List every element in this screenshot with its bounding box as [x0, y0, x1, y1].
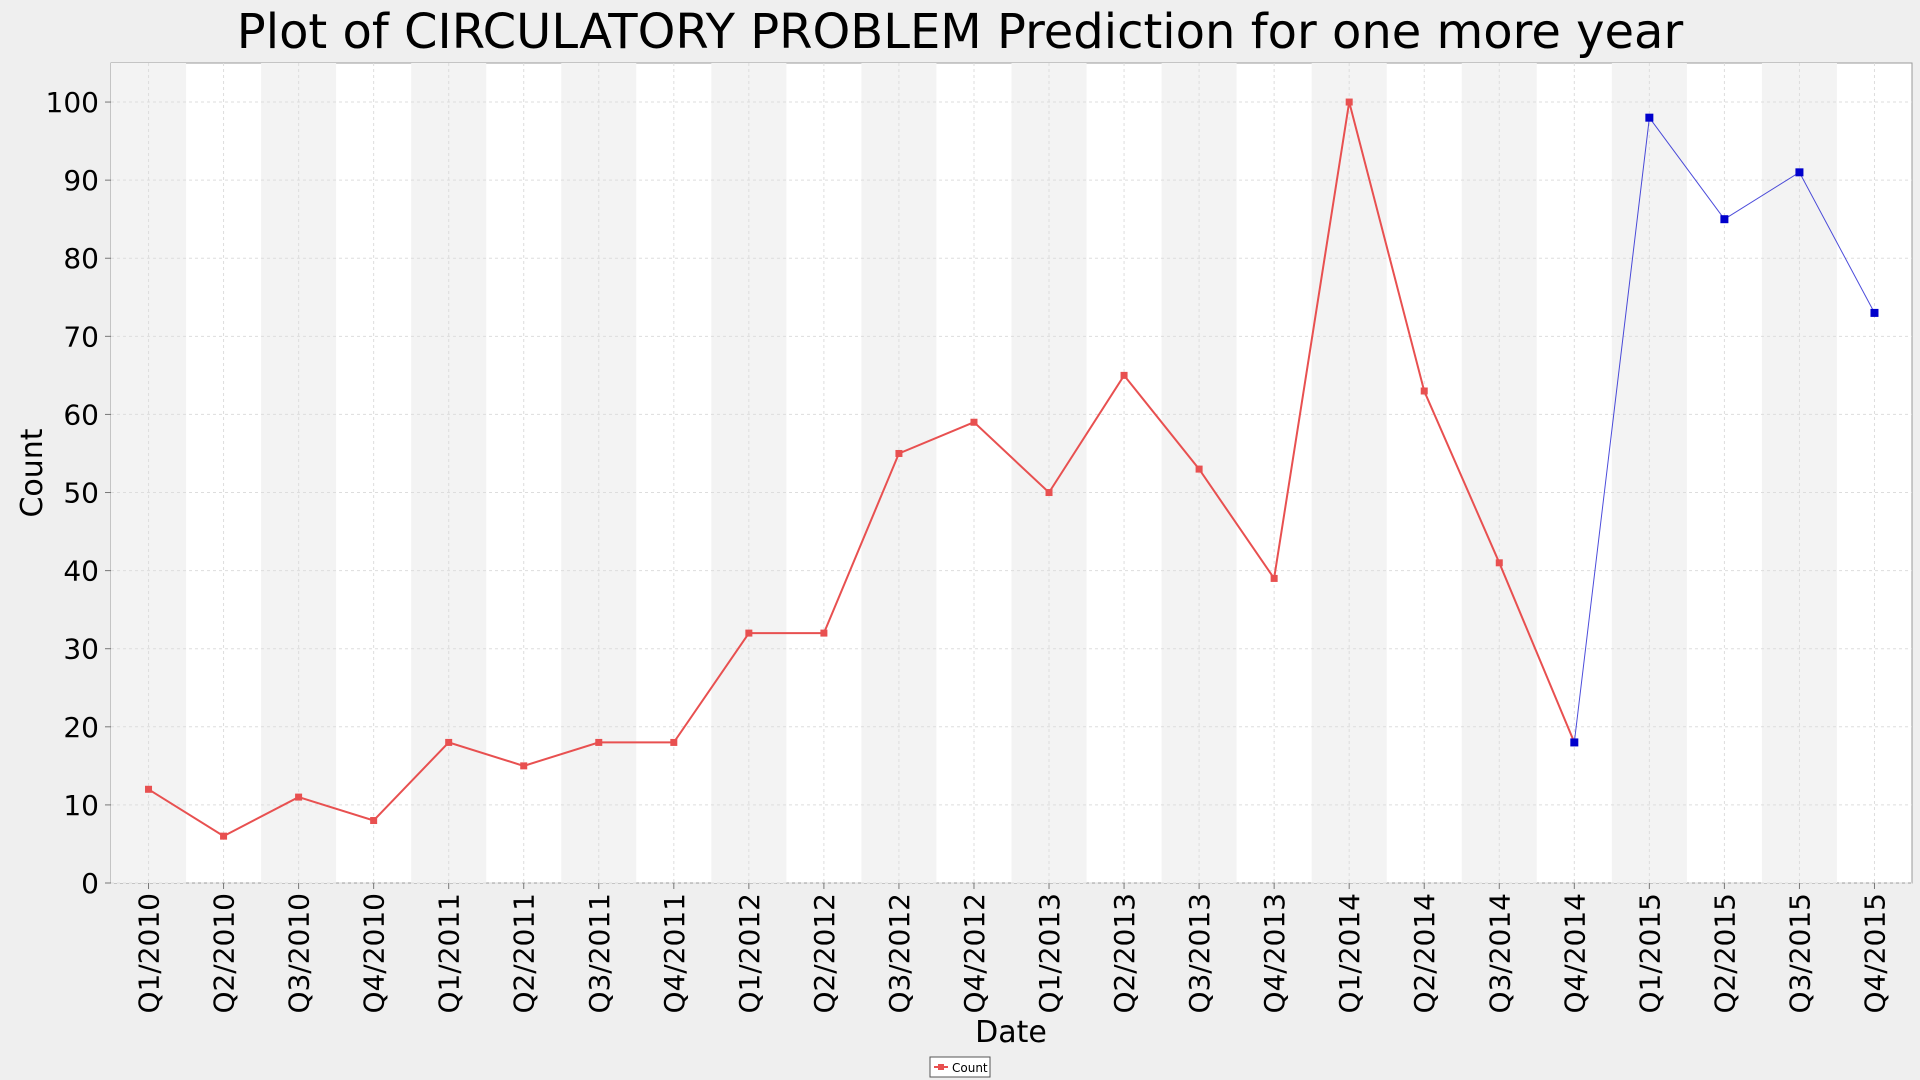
x-tick-label: Q1/2012	[733, 893, 766, 1014]
x-tick-label: Q4/2010	[358, 893, 391, 1014]
data-point	[595, 738, 603, 746]
data-point	[970, 418, 978, 426]
x-tick-label: Q1/2010	[133, 893, 166, 1014]
x-axis: Q1/2010 Q2/2010 Q3/2010 Q4/2010 Q1/2011 Q2/20…	[133, 883, 1891, 1014]
y-tick-label: 10	[63, 789, 99, 822]
data-point	[895, 449, 903, 457]
y-tick-label: 0	[81, 867, 99, 900]
x-tick-label: Q4/2014	[1558, 893, 1591, 1014]
x-axis-label: Date	[975, 1015, 1047, 1050]
y-tick-label: 90	[63, 164, 99, 197]
x-tick-label: Q3/2011	[583, 893, 616, 1014]
y-tick-label: 20	[63, 711, 99, 744]
x-tick-label: Q3/2015	[1783, 893, 1816, 1014]
series-line	[147, 101, 1576, 838]
x-tick-label: Q3/2014	[1483, 893, 1516, 1014]
data-point	[295, 793, 303, 801]
y-tick-label: 80	[63, 242, 99, 275]
data-point	[1345, 98, 1353, 106]
legend-entry: Count	[952, 1061, 988, 1075]
x-tick-label: Q3/2012	[883, 893, 916, 1014]
x-tick-label: Q4/2011	[658, 893, 691, 1014]
data-point	[1420, 387, 1428, 395]
legend-marker	[938, 1064, 944, 1070]
y-tick-label: 70	[63, 320, 99, 353]
x-tick-label: Q4/2013	[1258, 893, 1291, 1014]
x-tick-label: Q1/2013	[1033, 893, 1066, 1014]
data-point	[1645, 113, 1654, 122]
x-tick-label: Q2/2011	[508, 893, 541, 1014]
x-tick-label: Q1/2014	[1333, 893, 1366, 1014]
y-tick-label: 50	[63, 477, 99, 510]
data-point	[145, 785, 153, 793]
data-point	[370, 817, 378, 825]
series-layer	[145, 98, 1879, 840]
y-tick-label: 40	[63, 555, 99, 588]
data-point	[1495, 559, 1503, 567]
y-tick-label: 60	[63, 398, 99, 431]
data-point	[670, 738, 678, 746]
legend-box	[929, 1056, 991, 1078]
chart-title: Plot of CIRCULATORY PROBLEM Prediction f…	[237, 4, 1684, 60]
x-tick-label: Q2/2010	[208, 893, 241, 1014]
data-point	[1120, 371, 1128, 379]
data-point	[520, 762, 528, 770]
x-tick-label: Q2/2013	[1108, 893, 1141, 1014]
x-tick-label: Q3/2013	[1183, 893, 1216, 1014]
y-axis-label: Count	[15, 428, 50, 517]
x-tick-label: Q2/2015	[1708, 893, 1741, 1014]
data-point	[220, 832, 228, 840]
data-point	[1045, 489, 1053, 497]
y-tick-label: 30	[63, 633, 99, 666]
x-tick-label: Q4/2012	[958, 893, 991, 1014]
y-axis: 0 10 20 30 40 50 60 70 80 90 100	[46, 86, 111, 900]
x-tick-label: Q1/2011	[433, 893, 466, 1014]
data-point	[1870, 308, 1879, 317]
data-point	[1270, 574, 1278, 582]
data-point	[1795, 168, 1804, 177]
data-point	[1195, 465, 1203, 473]
x-tick-label: Q1/2015	[1633, 893, 1666, 1014]
data-point	[1720, 215, 1729, 224]
x-tick-label: Q3/2010	[283, 893, 316, 1014]
x-tick-label: Q2/2014	[1408, 893, 1441, 1014]
y-tick-label: 100	[46, 86, 99, 119]
data-point	[445, 738, 453, 746]
data-point	[1570, 738, 1579, 747]
x-tick-label: Q4/2015	[1858, 893, 1891, 1014]
x-tick-label: Q2/2012	[808, 893, 841, 1014]
data-point	[820, 629, 828, 637]
data-point	[745, 629, 753, 637]
legend: Count	[929, 1056, 991, 1078]
grid-lines	[111, 63, 1912, 884]
